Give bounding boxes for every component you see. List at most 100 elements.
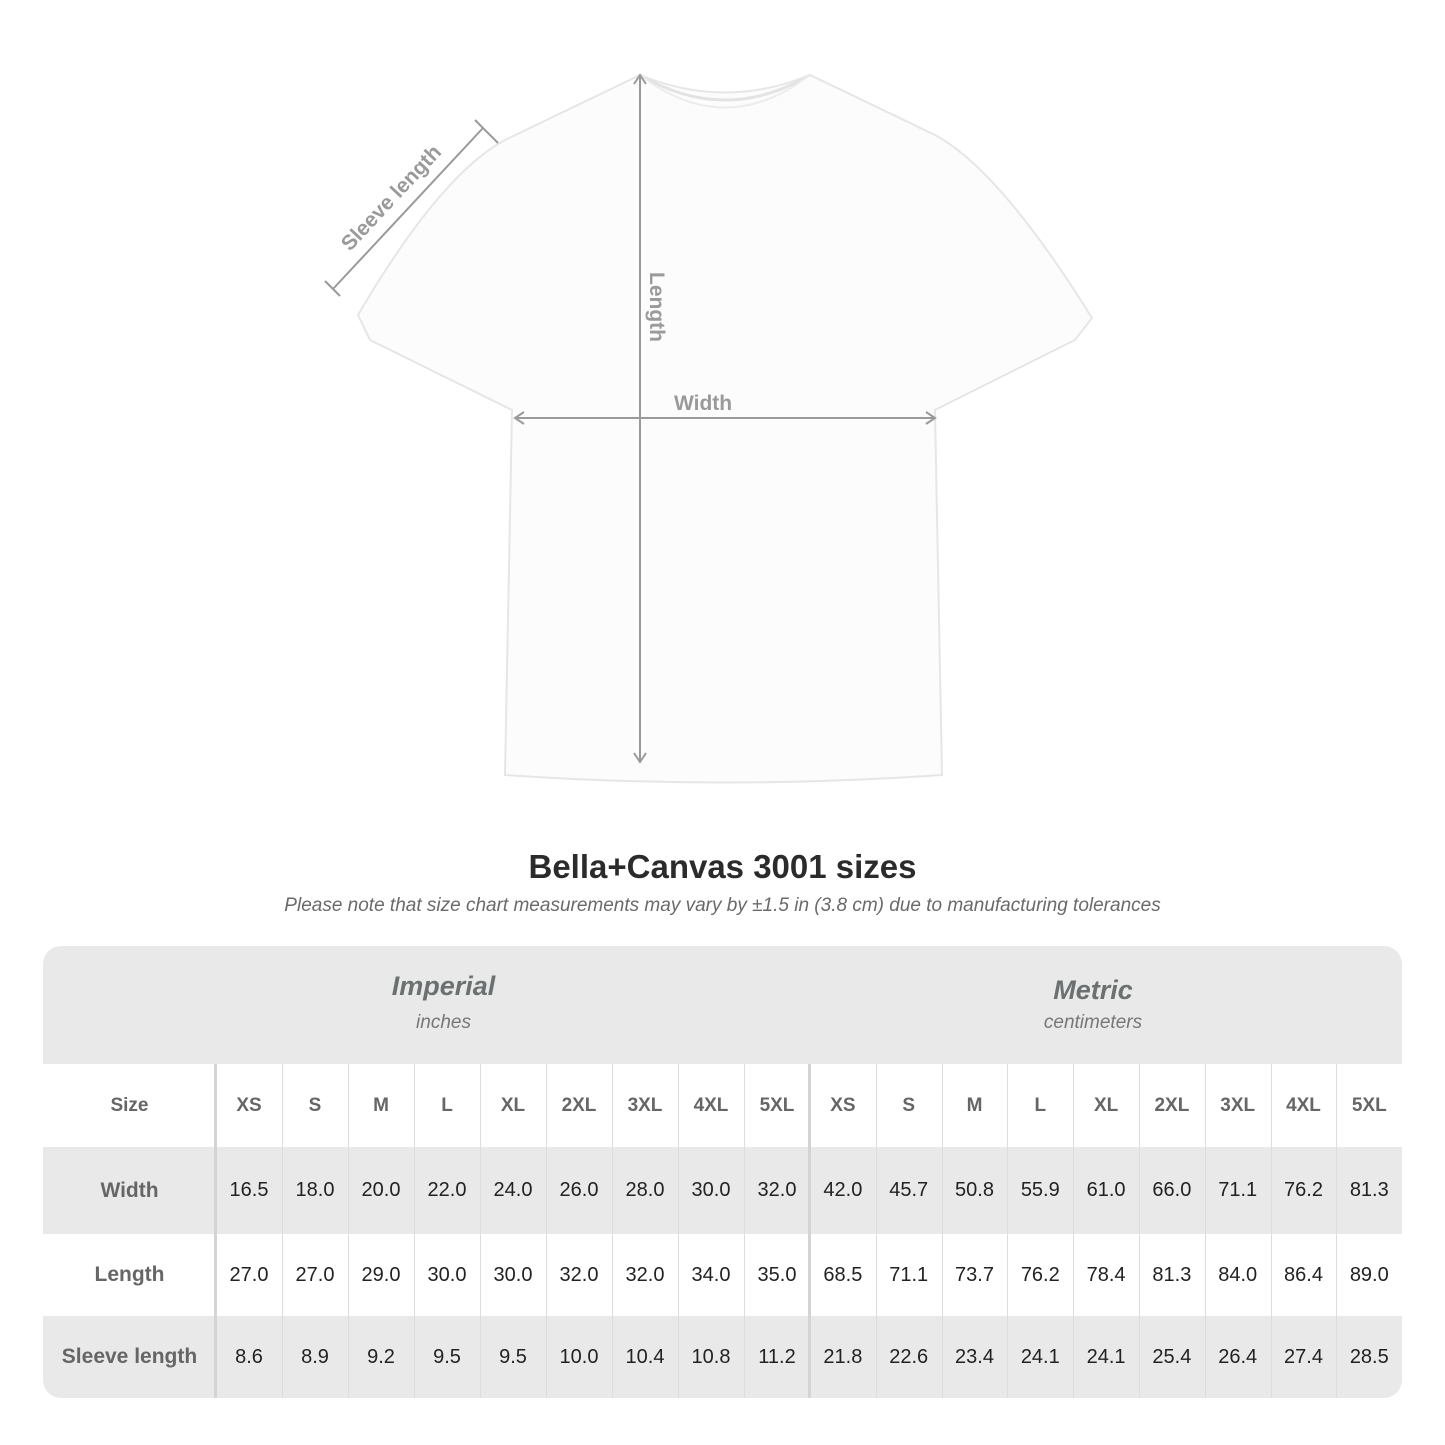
imperial-value-cell: 27.0 bbox=[295, 1263, 335, 1286]
imperial-value-cell: 35.0 bbox=[757, 1263, 797, 1286]
column-divider bbox=[941, 1064, 943, 1398]
imperial-value-cell: 30.0 bbox=[691, 1179, 731, 1201]
imperial-value-cell: 22.0 bbox=[427, 1179, 467, 1201]
imperial-value-cell: 9.2 bbox=[367, 1345, 395, 1368]
imperial-value-cell: 16.5 bbox=[229, 1179, 269, 1201]
column-divider bbox=[1270, 1064, 1272, 1398]
metric-value-cell: 78.4 bbox=[1086, 1263, 1126, 1286]
imperial-value-cell: 10.0 bbox=[559, 1345, 599, 1368]
size-header-cell: XS bbox=[236, 1094, 262, 1116]
column-divider bbox=[678, 1064, 679, 1398]
column-divider bbox=[282, 1064, 283, 1398]
imperial-value-cell: 9.5 bbox=[499, 1345, 527, 1368]
imperial-value-cell: 29.0 bbox=[361, 1263, 401, 1286]
row-label: Width bbox=[100, 1178, 159, 1202]
metric-value-cell: 76.2 bbox=[1020, 1263, 1060, 1286]
metric-value-cell: 42.0 bbox=[823, 1179, 863, 1201]
size-header-cell: 4XL bbox=[1286, 1094, 1321, 1116]
imperial-value-cell: 30.0 bbox=[493, 1263, 533, 1286]
imperial-value-cell: 8.6 bbox=[235, 1345, 263, 1368]
tshirt-diagram: Length Width Sleeve length bbox=[324, 73, 1094, 784]
metric-value-cell: 50.8 bbox=[955, 1179, 994, 1201]
size-header-cell: 4XL bbox=[693, 1094, 729, 1116]
size-header: Size bbox=[110, 1094, 149, 1116]
metric-value-cell: 89.0 bbox=[1349, 1263, 1389, 1286]
imperial-unit: inches bbox=[416, 1012, 471, 1033]
column-divider bbox=[744, 1064, 745, 1398]
imperial-value-cell: 10.4 bbox=[625, 1345, 665, 1368]
metric-value-cell: 24.1 bbox=[1020, 1345, 1060, 1368]
size-table: Imperial inches Metric centimeters Size X… bbox=[43, 946, 1402, 1398]
metric-value-cell: 28.5 bbox=[1349, 1345, 1389, 1368]
metric-value-cell: 22.6 bbox=[889, 1345, 929, 1368]
metric-value-cell: 26.4 bbox=[1218, 1345, 1258, 1368]
size-header-cell: L bbox=[441, 1094, 453, 1116]
page-title: Bella+Canvas 3001 sizes bbox=[528, 848, 917, 885]
metric-value-cell: 81.3 bbox=[1349, 1179, 1389, 1201]
column-divider bbox=[1073, 1064, 1075, 1398]
metric-value-cell: 23.4 bbox=[955, 1345, 994, 1368]
tolerance-note: Please note that size chart measurements… bbox=[284, 895, 1161, 916]
label-divider bbox=[214, 1064, 217, 1398]
metric-value-cell: 71.1 bbox=[1218, 1179, 1258, 1201]
imperial-title: Imperial bbox=[391, 971, 496, 1001]
metric-value-cell: 45.7 bbox=[889, 1179, 929, 1201]
imperial-value-cell: 32.0 bbox=[559, 1263, 599, 1286]
column-divider bbox=[480, 1064, 481, 1398]
metric-value-cell: 55.9 bbox=[1020, 1179, 1060, 1201]
column-divider bbox=[1336, 1064, 1338, 1398]
size-header-cell: 2XL bbox=[1154, 1094, 1190, 1116]
row-label: Sleeve length bbox=[61, 1345, 198, 1368]
column-divider bbox=[1139, 1064, 1140, 1398]
metric-title: Metric bbox=[1053, 975, 1133, 1005]
imperial-value-cell: 24.0 bbox=[493, 1179, 533, 1201]
size-header-cell: L bbox=[1034, 1094, 1047, 1116]
size-header-cell: 3XL bbox=[1220, 1094, 1256, 1116]
metric-value-cell: 24.1 bbox=[1086, 1345, 1126, 1368]
imperial-value-cell: 11.2 bbox=[758, 1345, 796, 1368]
column-divider bbox=[875, 1064, 877, 1398]
metric-value-cell: 86.4 bbox=[1284, 1263, 1323, 1286]
size-header-cell: XL bbox=[1093, 1094, 1119, 1116]
imperial-value-cell: 20.0 bbox=[361, 1179, 401, 1201]
metric-value-cell: 76.2 bbox=[1284, 1179, 1323, 1201]
size-header-cell: 3XL bbox=[627, 1094, 663, 1116]
metric-value-cell: 71.1 bbox=[889, 1263, 929, 1286]
metric-value-cell: 84.0 bbox=[1218, 1263, 1258, 1286]
width-label: Width bbox=[674, 392, 732, 415]
imperial-value-cell: 27.0 bbox=[229, 1263, 269, 1286]
metric-value-cell: 61.0 bbox=[1086, 1179, 1126, 1201]
metric-value-cell: 27.4 bbox=[1284, 1345, 1323, 1368]
metric-value-cell: 68.5 bbox=[823, 1263, 863, 1286]
length-label: Length bbox=[645, 272, 668, 342]
size-header-cell: 2XL bbox=[561, 1094, 597, 1116]
column-divider bbox=[612, 1064, 613, 1398]
imperial-value-cell: 34.0 bbox=[691, 1263, 731, 1286]
unit-header-band bbox=[43, 946, 1402, 1064]
column-divider bbox=[414, 1064, 415, 1398]
imperial-value-cell: 18.0 bbox=[295, 1179, 335, 1201]
imperial-value-cell: 30.0 bbox=[427, 1263, 467, 1286]
column-divider bbox=[546, 1064, 547, 1398]
column-divider bbox=[1204, 1064, 1206, 1398]
imperial-value-cell: 26.0 bbox=[559, 1179, 599, 1201]
tshirt-shape bbox=[356, 73, 1094, 784]
size-header-cell: XS bbox=[830, 1094, 856, 1116]
imperial-value-cell: 32.0 bbox=[757, 1179, 797, 1201]
size-header-cell: S bbox=[902, 1094, 916, 1116]
table-row bbox=[43, 1316, 1402, 1398]
imperial-value-cell: 28.0 bbox=[625, 1179, 665, 1201]
metric-value-cell: 81.3 bbox=[1152, 1263, 1192, 1286]
size-header-cell: 5XL bbox=[1351, 1094, 1387, 1116]
size-header-cell: XL bbox=[500, 1094, 526, 1116]
imperial-value-cell: 10.8 bbox=[691, 1345, 731, 1368]
size-header-cell: S bbox=[308, 1094, 322, 1116]
row-label: Length bbox=[94, 1263, 165, 1286]
size-header-cell: M bbox=[966, 1094, 983, 1116]
imperial-value-cell: 8.9 bbox=[301, 1345, 329, 1368]
size-header-cell: M bbox=[373, 1094, 389, 1116]
metric-value-cell: 73.7 bbox=[955, 1263, 994, 1286]
metric-value-cell: 21.8 bbox=[823, 1345, 863, 1368]
imperial-value-cell: 32.0 bbox=[625, 1263, 665, 1286]
column-divider bbox=[348, 1064, 349, 1398]
